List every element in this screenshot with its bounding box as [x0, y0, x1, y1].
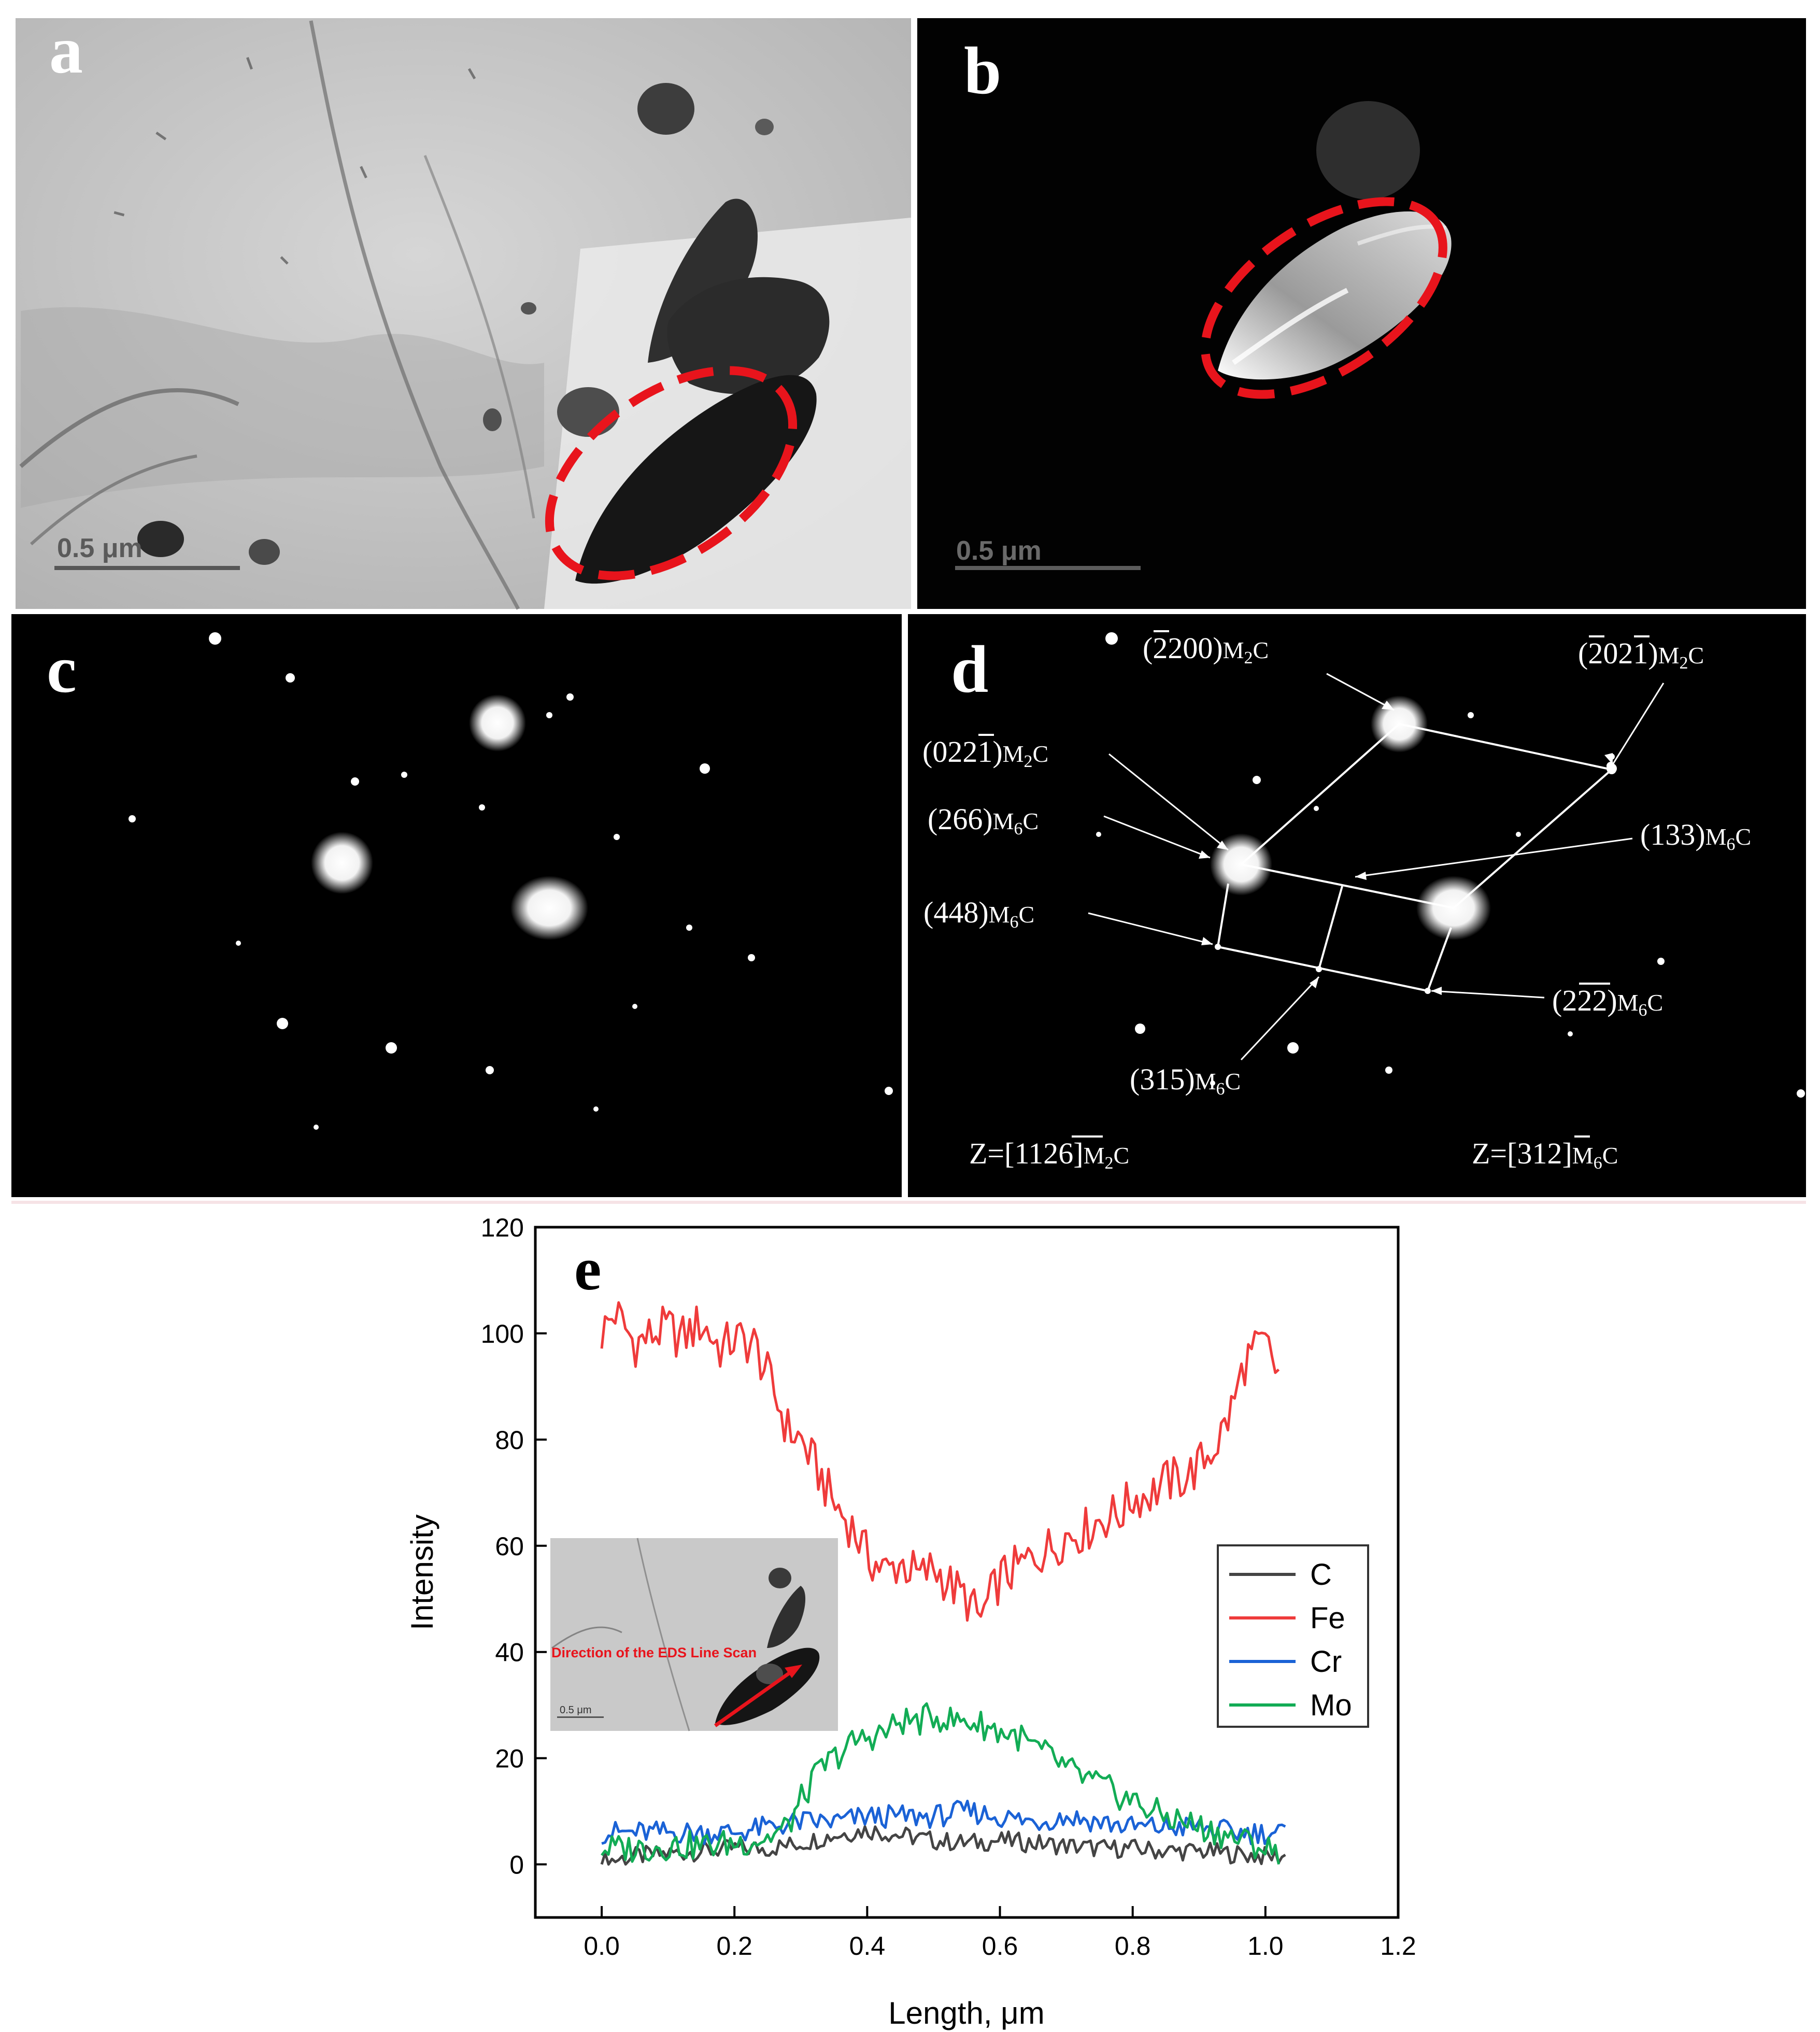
x-tick-label: 0.2	[716, 1931, 752, 1960]
index-lines	[1217, 723, 1613, 992]
label-222: (222)M6C	[1552, 984, 1663, 1020]
label-266: (266)M6C	[928, 802, 1039, 839]
x-tick-label: 0.6	[982, 1931, 1018, 1960]
panel-d-background	[908, 614, 1806, 1197]
label-315: (315)M6C	[1130, 1062, 1241, 1099]
y-tick-label: 0	[509, 1851, 524, 1880]
inset-micrograph: Direction of the EDS Line Scan 0.5 μm	[550, 1538, 838, 1731]
panel-d: (2200)M2C (2021)M2C (0221)M2C (266)M6C (…	[908, 614, 1806, 1197]
label-133: (133)M6C	[1640, 818, 1751, 854]
inset-annotation: Direction of the EDS Line Scan	[551, 1645, 757, 1660]
x-tick-label: 1.0	[1247, 1931, 1284, 1960]
panel-a-scalebar-label: 0.5 μm	[57, 533, 143, 563]
x-tick-label: 1.2	[1380, 1931, 1416, 1960]
y-tick-label: 100	[481, 1319, 524, 1348]
legend-label-fe: Fe	[1310, 1601, 1345, 1635]
label-pointers	[1088, 673, 1665, 1061]
diffraction-spot	[469, 694, 526, 751]
y-tick-label: 60	[495, 1532, 524, 1561]
panel-a-highlight-ellipse	[545, 366, 798, 580]
panel-e-letter: e	[574, 1235, 601, 1303]
panel-a-scalebar	[54, 566, 240, 570]
panel-a-letter: a	[49, 13, 83, 88]
panel-b-highlight-ellipse	[1201, 197, 1447, 399]
inset-scalebar-label: 0.5 μm	[560, 1704, 592, 1716]
label-2021: (2021)M2C	[1578, 636, 1704, 673]
panel-d-letter: d	[951, 632, 988, 707]
panel-b-scalebar-label: 0.5 μm	[956, 536, 1042, 566]
y-axis-label: Intensity	[405, 1514, 439, 1630]
panel-c: c	[11, 614, 902, 1197]
zone-axis-labels: (2200)M2C (2021)M2C (0221)M2C (266)M6C (…	[922, 630, 1751, 1173]
legend-label-cr: Cr	[1310, 1645, 1342, 1679]
legend: C Fe Cr Mo	[1217, 1544, 1369, 1728]
label-448: (448)M6C	[923, 896, 1034, 932]
panel-c-background	[11, 614, 902, 1197]
x-tick-label: 0.8	[1115, 1931, 1151, 1960]
diffraction-spot	[311, 832, 373, 894]
y-tick-label: 40	[495, 1638, 524, 1667]
inset-scan-arrow	[714, 1667, 797, 1727]
panel-b-letter: b	[964, 34, 1001, 108]
x-tick-label: 0.4	[849, 1931, 886, 1960]
panel-b: b 0.5 μm	[917, 18, 1806, 609]
legend-label-mo: Mo	[1310, 1688, 1352, 1722]
y-tick-label: 80	[495, 1426, 524, 1455]
x-axis: 0.0 0.2 0.4 0.6 0.8 1.0 1.2	[584, 1906, 1416, 1960]
panel-a: a 0.5 μm	[16, 13, 911, 610]
panel-c-letter: c	[47, 632, 77, 707]
series-line-fe	[600, 1301, 1280, 1622]
series-line-mo	[601, 1702, 1280, 1865]
legend-label-c: C	[1310, 1558, 1332, 1592]
y-tick-label: 20	[495, 1744, 524, 1773]
zone-axis-right: Z=[312]M6C	[1472, 1136, 1618, 1173]
zone-axis-left: Z=[1126]M2C	[969, 1136, 1129, 1173]
y-axis: 0 20 40 60 80 100 120	[481, 1213, 547, 1880]
x-tick-label: 0.0	[584, 1931, 620, 1960]
label-0221: (0221)M2C	[922, 735, 1048, 771]
series-group	[600, 1301, 1286, 1866]
y-tick-label: 120	[481, 1213, 524, 1242]
panel-e-chart: 0 20 40 60 80 100 120 0.0 0.2 0.4 0.6 0.8 1.0 1.2 Di…	[405, 1213, 1416, 2030]
x-axis-label: Length, μm	[888, 1996, 1044, 2030]
label-2200: (2200)M2C	[1143, 631, 1269, 667]
diffraction-spot	[510, 876, 588, 940]
inset-background	[550, 1538, 838, 1731]
panel-b-scalebar	[955, 566, 1141, 570]
minor-diffraction-spots	[129, 632, 893, 1130]
